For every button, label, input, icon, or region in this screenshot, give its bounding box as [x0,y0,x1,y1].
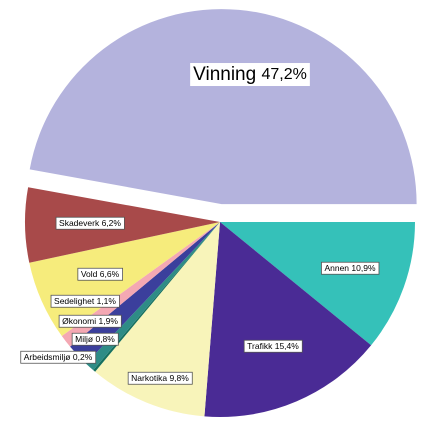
slice-label: Sedelighet 1,1% [50,294,120,308]
value-label: 47,2% [261,66,306,83]
pie-slice [93,222,220,372]
category-name: Vinning [193,64,256,85]
pie-slice [70,222,220,364]
category-name: Skadeverk [59,218,100,228]
slice-label: Vinning 47,2% [190,63,310,87]
slice-label: Trafikk 15,4% [243,339,303,353]
value-label: 1,1% [97,296,117,306]
label-box [71,332,119,346]
label-box [50,294,120,308]
label-box [321,261,380,275]
slice-label: Skadeverk 6,2% [55,216,125,230]
category-name: Økonomi [62,316,96,326]
label-box [58,314,122,328]
category-name: Arbeidsmiljø [24,352,71,362]
pie-slice [204,222,372,417]
label-box [55,216,125,230]
slice-label: Miljø 0,8% [71,332,119,346]
slice-label: Narkotika 9,8% [127,371,193,385]
slice-label: Vold 6,6% [77,267,123,281]
category-name: Narkotika [131,373,167,383]
pie-slice [29,9,417,205]
value-label: 9,8% [169,373,189,383]
label-text: Annen 10,9% [324,263,376,273]
value-label: 15,4% [275,341,300,351]
value-label: 0,2% [73,352,93,362]
label-text: Sedelighet 1,1% [54,296,116,306]
label-box [127,371,193,385]
label-box [77,267,123,281]
slice-label: Arbeidsmiljø 0,2% [20,350,97,364]
value-label: 6,6% [100,269,120,279]
pie-slice [85,222,220,371]
label-box [243,339,303,353]
slice-label: Annen 10,9% [321,261,380,275]
value-label: 1,9% [99,316,119,326]
category-name: Sedelighet [54,296,95,306]
category-name: Vold [81,269,98,279]
label-box [20,350,97,364]
label-text: Vold 6,6% [81,269,120,279]
label-text: Økonomi 1,9% [62,316,118,326]
value-label: 10,9% [351,263,376,273]
category-name: Annen [324,263,349,273]
value-label: 6,2% [102,218,122,228]
label-text: Vinning 47,2% [193,64,307,85]
label-text: Miljø 0,8% [75,334,115,344]
label-text: Trafikk 15,4% [247,341,299,351]
label-text: Arbeidsmiljø 0,2% [24,352,93,362]
value-label: 0,8% [95,334,115,344]
pie-slice [95,222,220,417]
label-box [190,63,310,87]
slice-label: Økonomi 1,9% [58,314,122,328]
category-name: Miljø [75,334,93,344]
label-text: Skadeverk 6,2% [59,218,121,228]
pie-slice [220,222,415,346]
category-name: Trafikk [247,341,273,351]
label-text: Narkotika 9,8% [131,373,189,383]
